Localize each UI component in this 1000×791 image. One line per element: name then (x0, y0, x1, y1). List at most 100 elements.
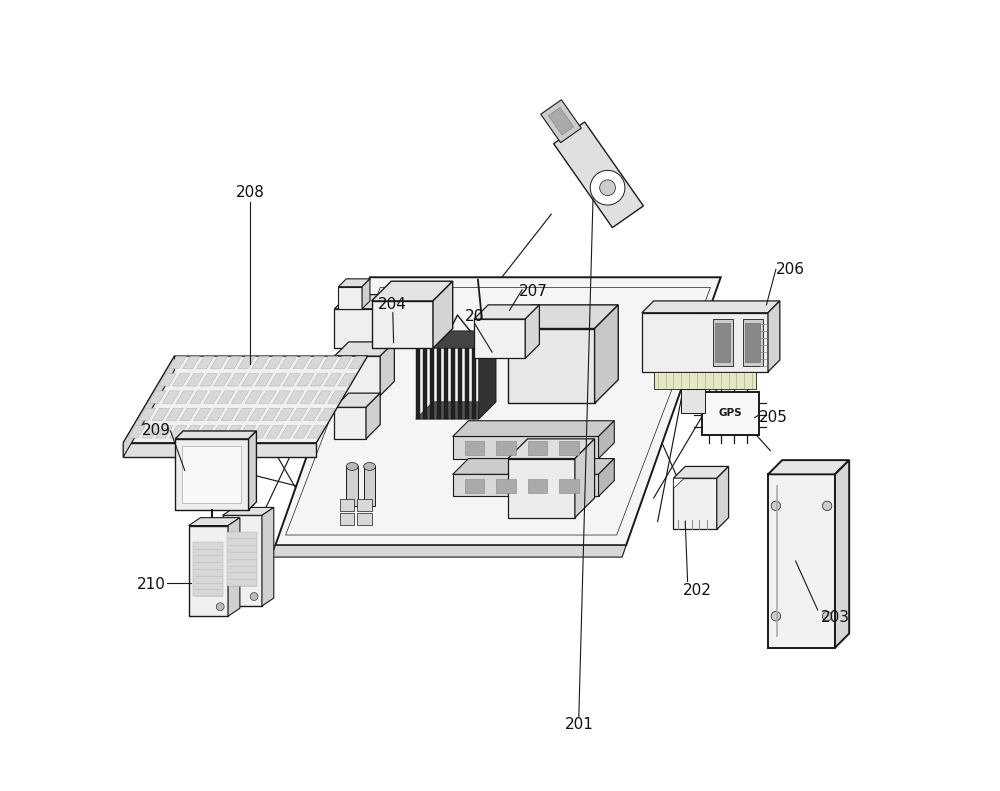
Text: 210: 210 (137, 577, 166, 592)
Text: 208: 208 (236, 184, 265, 199)
Polygon shape (304, 408, 321, 421)
Polygon shape (175, 431, 256, 439)
Polygon shape (334, 356, 380, 396)
Polygon shape (328, 391, 345, 403)
Polygon shape (541, 100, 581, 142)
Polygon shape (221, 408, 238, 421)
Polygon shape (453, 475, 599, 497)
Polygon shape (702, 392, 759, 435)
Polygon shape (673, 479, 684, 489)
Polygon shape (238, 426, 256, 438)
Polygon shape (559, 479, 579, 494)
Polygon shape (197, 426, 214, 438)
Polygon shape (238, 356, 255, 369)
Polygon shape (293, 356, 311, 369)
Polygon shape (715, 323, 730, 361)
Polygon shape (380, 342, 394, 396)
Polygon shape (128, 426, 145, 438)
Polygon shape (472, 348, 476, 419)
Polygon shape (372, 301, 433, 348)
Polygon shape (362, 279, 370, 308)
Polygon shape (211, 426, 228, 438)
Polygon shape (204, 391, 221, 403)
Polygon shape (340, 499, 354, 510)
Polygon shape (768, 460, 849, 475)
Polygon shape (172, 373, 190, 386)
Polygon shape (642, 312, 768, 372)
Polygon shape (200, 373, 218, 386)
Polygon shape (364, 467, 375, 506)
Polygon shape (713, 319, 733, 365)
Polygon shape (496, 441, 516, 456)
Polygon shape (223, 508, 274, 515)
Text: 203: 203 (820, 611, 849, 625)
Polygon shape (340, 513, 354, 524)
Polygon shape (175, 439, 249, 509)
Ellipse shape (364, 463, 375, 471)
Polygon shape (743, 319, 763, 365)
Text: 204: 204 (378, 297, 407, 312)
Polygon shape (180, 408, 197, 421)
Polygon shape (528, 479, 547, 494)
Polygon shape (835, 460, 849, 648)
Polygon shape (673, 479, 717, 529)
Polygon shape (458, 348, 462, 419)
Polygon shape (338, 373, 355, 386)
Polygon shape (279, 356, 297, 369)
Polygon shape (228, 373, 245, 386)
Polygon shape (123, 356, 174, 457)
Circle shape (771, 611, 781, 621)
Polygon shape (346, 467, 358, 506)
Polygon shape (197, 356, 214, 369)
Polygon shape (508, 328, 595, 403)
Polygon shape (293, 426, 311, 438)
Polygon shape (451, 348, 455, 419)
Polygon shape (266, 426, 283, 438)
Polygon shape (444, 348, 448, 419)
Polygon shape (259, 391, 276, 403)
Text: 206: 206 (776, 262, 805, 277)
Polygon shape (430, 348, 434, 419)
Circle shape (822, 611, 832, 621)
Ellipse shape (346, 463, 358, 471)
Circle shape (250, 592, 258, 600)
Polygon shape (255, 373, 273, 386)
Polygon shape (423, 348, 427, 419)
Polygon shape (193, 408, 211, 421)
Polygon shape (453, 421, 614, 437)
Circle shape (600, 180, 615, 195)
Text: 202: 202 (683, 583, 711, 598)
Polygon shape (673, 467, 729, 479)
Polygon shape (123, 356, 368, 443)
Polygon shape (599, 421, 614, 459)
Polygon shape (310, 373, 328, 386)
Polygon shape (217, 391, 235, 403)
Polygon shape (214, 373, 231, 386)
Polygon shape (334, 407, 366, 439)
Polygon shape (162, 391, 180, 403)
Polygon shape (252, 426, 270, 438)
Ellipse shape (190, 531, 234, 540)
Polygon shape (496, 479, 516, 494)
Polygon shape (307, 356, 324, 369)
Polygon shape (334, 393, 380, 407)
Polygon shape (183, 356, 200, 369)
Polygon shape (273, 391, 290, 403)
Polygon shape (528, 441, 547, 456)
Polygon shape (138, 408, 156, 421)
Polygon shape (186, 373, 204, 386)
Circle shape (216, 603, 224, 611)
Polygon shape (286, 391, 304, 403)
Polygon shape (283, 373, 300, 386)
Polygon shape (599, 459, 614, 497)
Polygon shape (554, 122, 643, 228)
Polygon shape (269, 373, 286, 386)
Polygon shape (249, 431, 256, 509)
Polygon shape (223, 515, 262, 606)
Polygon shape (338, 279, 370, 286)
Polygon shape (768, 301, 780, 372)
Text: 207: 207 (519, 284, 548, 299)
Polygon shape (227, 532, 257, 586)
Polygon shape (275, 278, 721, 545)
Polygon shape (189, 517, 240, 525)
